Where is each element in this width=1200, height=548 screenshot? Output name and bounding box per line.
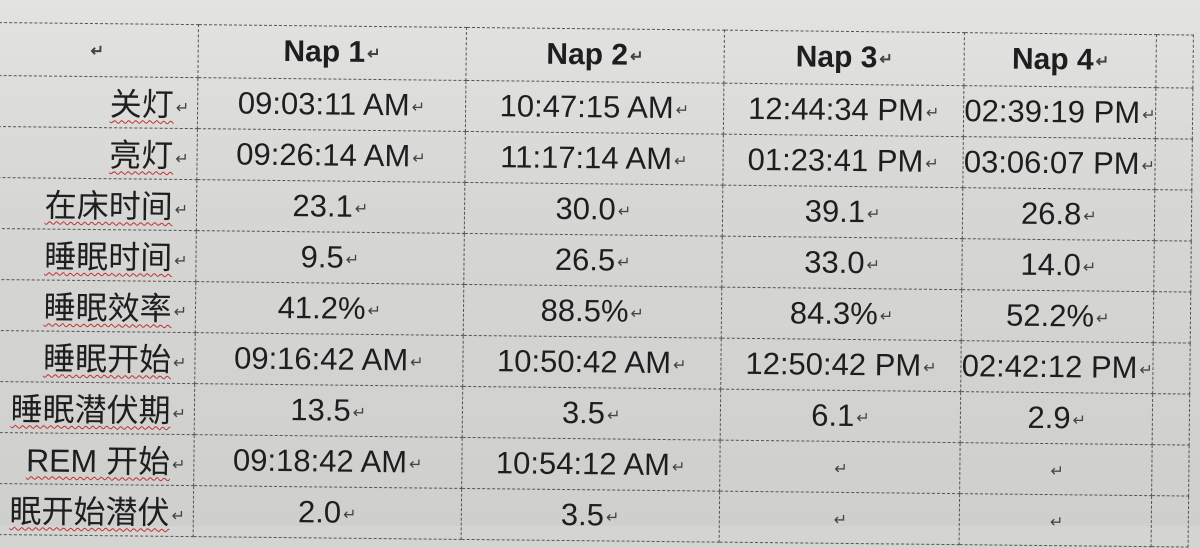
row-label: 睡眠开始 — [0, 330, 196, 384]
cell-nap-1: 09:03:11 AM — [197, 77, 466, 132]
row-label-text: 睡眠效率 — [43, 289, 172, 327]
cell-nap-1: 41.2% — [195, 281, 464, 336]
row-label: REM 开始 — [0, 432, 195, 486]
cell-nap-2: 30.0 — [463, 182, 723, 237]
cell-nap-3 — [719, 440, 961, 494]
cell-nap-2: 10:54:12 AM — [461, 437, 721, 492]
row-label-text: 关灯 — [109, 86, 175, 123]
row-label: 睡眠潜伏期 — [0, 381, 195, 435]
row-label: 关灯 — [0, 75, 199, 129]
row-label-text: 睡眠开始 — [42, 340, 172, 378]
header-nap-3: Nap 3 — [723, 30, 965, 86]
header-corner — [0, 22, 199, 78]
row-label: 眠开始潜伏 — [0, 483, 194, 537]
cell-nap-4 — [959, 442, 1153, 496]
cell-extra — [1153, 342, 1191, 395]
cell-extra — [1153, 291, 1191, 344]
document-photo: Nap 1 Nap 2 Nap 3 Nap 4 关灯09:03:11 AM10:… — [0, 0, 1200, 526]
cell-nap-2: 3.5 — [461, 386, 721, 441]
nap-sleep-table: Nap 1 Nap 2 Nap 3 Nap 4 关灯09:03:11 AM10:… — [0, 22, 1194, 548]
row-label: 亮灯 — [0, 126, 198, 180]
cell-nap-3: 39.1 — [722, 185, 964, 239]
row-label-text: 在床时间 — [44, 187, 173, 225]
cell-extra — [1154, 189, 1192, 242]
cell-extra — [1154, 240, 1192, 293]
cell-nap-2: 10:50:42 AM — [462, 335, 722, 390]
cell-nap-1: 23.1 — [196, 179, 465, 234]
cell-nap-4: 52.2% — [961, 289, 1155, 343]
cell-nap-1: 09:26:14 AM — [196, 128, 465, 183]
cell-nap-3: 01:23:41 PM — [722, 134, 964, 188]
cell-nap-4: 14.0 — [961, 238, 1155, 292]
cell-nap-4: 2.9 — [960, 391, 1154, 445]
cell-nap-1: 09:18:42 AM — [193, 434, 462, 489]
cell-nap-4: 03:06:07 PM — [963, 136, 1156, 190]
row-label-text: REM 开始 — [25, 442, 171, 480]
cell-nap-4: 26.8 — [962, 187, 1156, 241]
row-label-text: 睡眠时间 — [44, 238, 173, 276]
row-label: 在床时间 — [0, 177, 197, 231]
cell-nap-2: 3.5 — [460, 488, 720, 543]
row-label-text: 眠开始潜伏 — [9, 493, 170, 531]
cell-extra — [1151, 495, 1189, 548]
cell-nap-3 — [719, 491, 960, 545]
header-nap-1: Nap 1 — [198, 24, 467, 81]
header-extra — [1156, 34, 1194, 89]
cell-nap-3: 84.3% — [721, 287, 962, 341]
row-label: 睡眠效率 — [0, 279, 196, 333]
cell-nap-1: 13.5 — [194, 383, 463, 438]
cell-extra — [1152, 444, 1190, 497]
cell-nap-1: 2.0 — [193, 485, 462, 540]
cell-nap-2: 26.5 — [463, 233, 723, 288]
cell-nap-3: 12:44:34 PM — [723, 83, 965, 137]
cell-nap-3: 33.0 — [721, 236, 963, 290]
cell-nap-3: 6.1 — [720, 389, 961, 443]
row-label-text: 亮灯 — [109, 137, 174, 174]
cell-extra — [1155, 138, 1193, 191]
row-label: 睡眠时间 — [0, 228, 197, 282]
cell-nap-1: 9.5 — [195, 230, 464, 285]
cell-nap-4 — [959, 493, 1153, 547]
cell-nap-2: 10:47:15 AM — [464, 80, 724, 135]
cell-nap-2: 11:17:14 AM — [464, 131, 724, 186]
cell-extra — [1155, 87, 1193, 140]
cell-extra — [1152, 393, 1190, 446]
header-nap-2: Nap 2 — [465, 27, 725, 84]
cell-nap-2: 88.5% — [462, 284, 722, 339]
cell-nap-3: 12:50:42 PM — [720, 338, 962, 392]
cell-nap-4: 02:39:19 PM — [963, 85, 1157, 139]
row-label-text: 睡眠潜伏期 — [10, 391, 171, 429]
cell-nap-4: 02:42:12 PM — [960, 340, 1154, 394]
cell-nap-1: 09:16:42 AM — [194, 332, 463, 387]
header-nap-4: Nap 4 — [964, 32, 1157, 88]
